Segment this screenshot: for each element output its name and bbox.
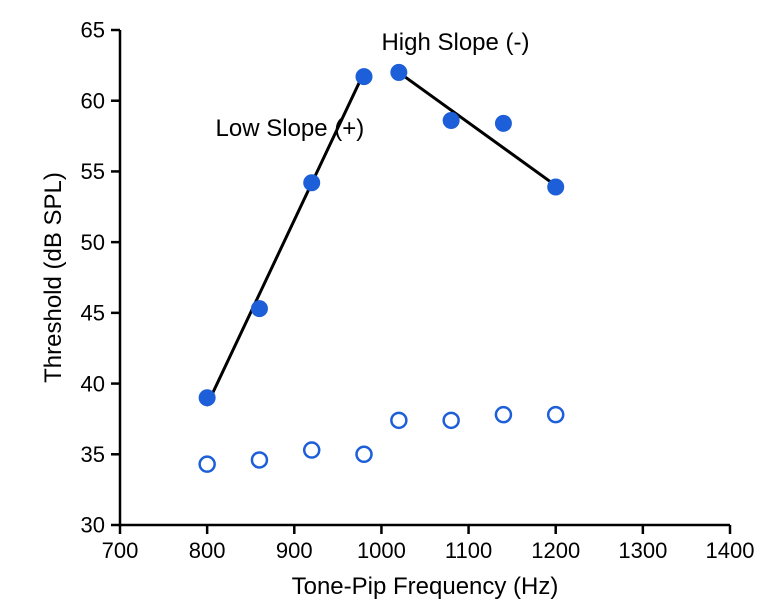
x-tick-label: 900: [276, 538, 313, 563]
point-open: [304, 443, 319, 458]
x-tick-label: 1200: [531, 538, 580, 563]
point-filled: [304, 175, 320, 191]
y-tick-label: 45: [81, 301, 105, 326]
y-tick-label: 50: [81, 230, 105, 255]
point-open: [496, 407, 511, 422]
y-tick-label: 40: [81, 371, 105, 396]
point-filled: [199, 390, 215, 406]
point-open: [357, 447, 372, 462]
y-axis-label: Threshold (dB SPL): [40, 172, 67, 383]
x-axis-label: Tone-Pip Frequency (Hz): [292, 573, 559, 600]
x-tick-label: 1100: [445, 538, 492, 563]
point-open: [200, 457, 215, 472]
point-open: [391, 413, 406, 428]
x-tick-label: 700: [102, 538, 139, 563]
fit-line-high: [399, 72, 556, 185]
point-open: [444, 413, 459, 428]
point-filled: [356, 69, 372, 85]
y-tick-label: 60: [81, 88, 105, 113]
annotation-low_slope: Low Slope (+): [216, 115, 365, 142]
y-tick-label: 35: [81, 442, 105, 467]
point-filled: [251, 301, 267, 317]
point-filled: [391, 64, 407, 80]
point-filled: [548, 179, 564, 195]
y-tick-label: 30: [81, 513, 105, 538]
threshold-chart: 700 800 900 1000 1100 1200 1300 1400 30 35 40 45 50 5…: [0, 0, 768, 605]
point-filled: [495, 115, 511, 131]
point-open: [548, 407, 563, 422]
annotation-high_slope: High Slope (-): [381, 29, 529, 56]
point-filled: [443, 113, 459, 129]
point-open: [252, 452, 267, 467]
x-tick-label: 1000: [357, 538, 406, 563]
x-tick-label: 1400: [706, 538, 755, 563]
x-tick-label: 1300: [618, 538, 667, 563]
y-tick-label: 55: [81, 159, 105, 184]
y-tick-label: 65: [81, 18, 105, 43]
x-tick-label: 800: [189, 538, 226, 563]
